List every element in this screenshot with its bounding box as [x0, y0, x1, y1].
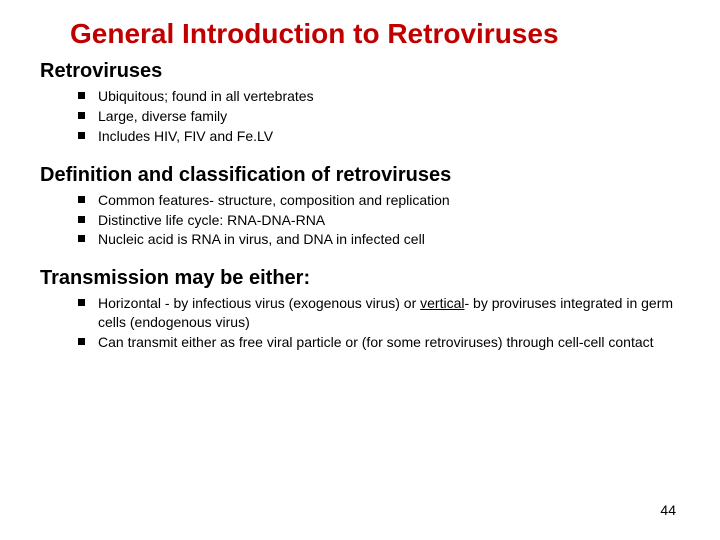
bullet-list-1: Ubiquitous; found in all vertebrates Lar…: [40, 87, 680, 146]
slide-title: General Introduction to Retroviruses: [70, 18, 680, 50]
list-item: Horizontal - by infectious virus (exogen…: [78, 294, 680, 332]
list-item: Common features- structure, composition …: [78, 191, 680, 210]
list-item: Can transmit either as free viral partic…: [78, 333, 680, 352]
list-item: Ubiquitous; found in all vertebrates: [78, 87, 680, 106]
section-heading-3: Transmission may be either:: [40, 267, 680, 290]
list-item: Large, diverse family: [78, 107, 680, 126]
page-number: 44: [660, 502, 676, 518]
list-item: Nucleic acid is RNA in virus, and DNA in…: [78, 230, 680, 249]
list-item: Includes HIV, FIV and Fe.LV: [78, 127, 680, 146]
section-heading-2: Definition and classification of retrovi…: [40, 164, 680, 187]
section-heading-1: Retroviruses: [40, 60, 680, 83]
bullet-list-3: Horizontal - by infectious virus (exogen…: [40, 294, 680, 352]
bullet-list-2: Common features- structure, composition …: [40, 191, 680, 250]
slide-container: General Introduction to Retroviruses Ret…: [0, 0, 720, 352]
list-item: Distinctive life cycle: RNA-DNA-RNA: [78, 211, 680, 230]
